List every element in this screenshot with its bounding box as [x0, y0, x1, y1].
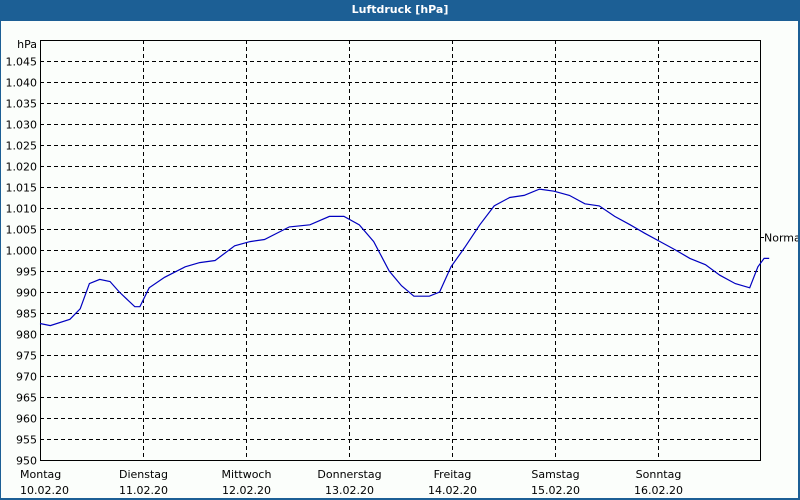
y-tick-label: 980 [16, 329, 37, 342]
y-tick-label: 1.015 [6, 182, 38, 195]
x-tick-day: Dienstag [119, 468, 168, 481]
y-tick-label: 1.030 [6, 119, 38, 132]
pressure-chart: 950 955 960 965 970 975 980 985 990 995 1.000 1.005… [6, 38, 799, 497]
x-tick-date: 14.02.20 [428, 484, 477, 497]
x-tick-date: 16.02.20 [634, 484, 683, 497]
x-tick-day: Mittwoch [222, 468, 272, 481]
y-tick-label: 1.025 [6, 140, 38, 153]
x-tick-day: Montag [20, 468, 61, 481]
x-tick-date: 15.02.20 [531, 484, 580, 497]
x-tick-day: Samstag [531, 468, 579, 481]
y-tick-label: 975 [16, 350, 37, 363]
x-tick-date: 13.02.20 [325, 484, 374, 497]
y-tick-label: 995 [16, 266, 37, 279]
normal-label: Normal [764, 232, 798, 245]
y-tick-label: 1.045 [6, 56, 38, 69]
y-tick-label: 1.020 [6, 161, 38, 174]
y-tick-label: 1.040 [6, 77, 38, 90]
x-tick-date: 12.02.20 [222, 484, 271, 497]
y-tick-label: 1.010 [6, 203, 38, 216]
x-tick-date: 11.02.20 [119, 484, 168, 497]
y-tick-label: 1.000 [6, 245, 38, 258]
y-tick-label: 1.005 [6, 224, 38, 237]
x-tick-day: Freitag [434, 468, 472, 481]
y-tick-label: 950 [16, 455, 37, 468]
plot-frame [40, 40, 761, 461]
pressure-line [39, 188, 770, 327]
y-tick-label: 985 [16, 308, 37, 321]
x-tick-day: Donnerstag [317, 468, 381, 481]
y-tick-label: 955 [16, 434, 37, 447]
y-tick-label: 970 [16, 371, 37, 384]
y-axis-unit: hPa [17, 38, 37, 51]
x-tick-day: Sonntag [636, 468, 682, 481]
window-title: Luftdruck [hPa] [0, 0, 800, 20]
y-tick-label: 990 [16, 287, 37, 300]
x-tick-date: 10.02.20 [20, 484, 69, 497]
y-tick-label: 1.035 [6, 98, 38, 111]
y-tick-label: 965 [16, 392, 37, 405]
y-tick-label: 960 [16, 413, 37, 426]
chart-canvas: 950 955 960 965 970 975 980 985 990 995 1.000 1.005… [1, 21, 798, 498]
